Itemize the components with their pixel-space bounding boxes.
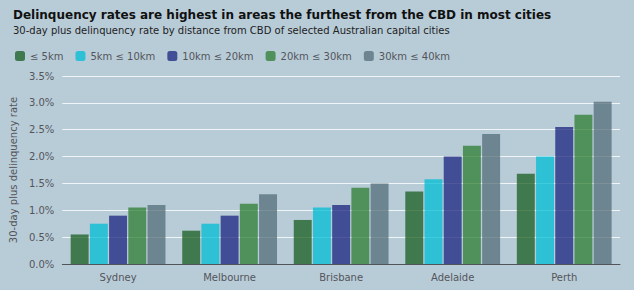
svg-text:2.5%: 2.5% — [29, 124, 54, 135]
svg-text:30-day plus delinquency rate: 30-day plus delinquency rate — [8, 97, 19, 243]
svg-text:1.5%: 1.5% — [29, 178, 54, 189]
svg-text:3.0%: 3.0% — [29, 97, 54, 108]
svg-text:Delinquency rates are highest: Delinquency rates are highest in areas t… — [13, 8, 551, 22]
svg-text:20km ≤ 30km: 20km ≤ 30km — [281, 51, 352, 62]
svg-text:Melbourne: Melbourne — [203, 272, 256, 283]
svg-text:Adelaide: Adelaide — [431, 272, 474, 283]
svg-text:10km ≤ 20km: 10km ≤ 20km — [182, 51, 253, 62]
svg-text:≤ 5km: ≤ 5km — [30, 51, 63, 62]
svg-text:30km ≤ 40km: 30km ≤ 40km — [379, 51, 450, 62]
svg-text:1.0%: 1.0% — [29, 205, 54, 216]
svg-text:5km ≤ 10km: 5km ≤ 10km — [90, 51, 155, 62]
svg-text:0.5%: 0.5% — [29, 232, 54, 243]
svg-text:0.0%: 0.0% — [29, 259, 54, 270]
svg-text:Perth: Perth — [551, 272, 577, 283]
svg-text:2.0%: 2.0% — [29, 151, 54, 162]
svg-text:3.5%: 3.5% — [29, 71, 54, 82]
svg-text:30-day plus delinquency rate b: 30-day plus delinquency rate by distance… — [13, 25, 450, 36]
svg-text:Brisbane: Brisbane — [319, 272, 363, 283]
svg-text:Sydney: Sydney — [100, 272, 137, 283]
